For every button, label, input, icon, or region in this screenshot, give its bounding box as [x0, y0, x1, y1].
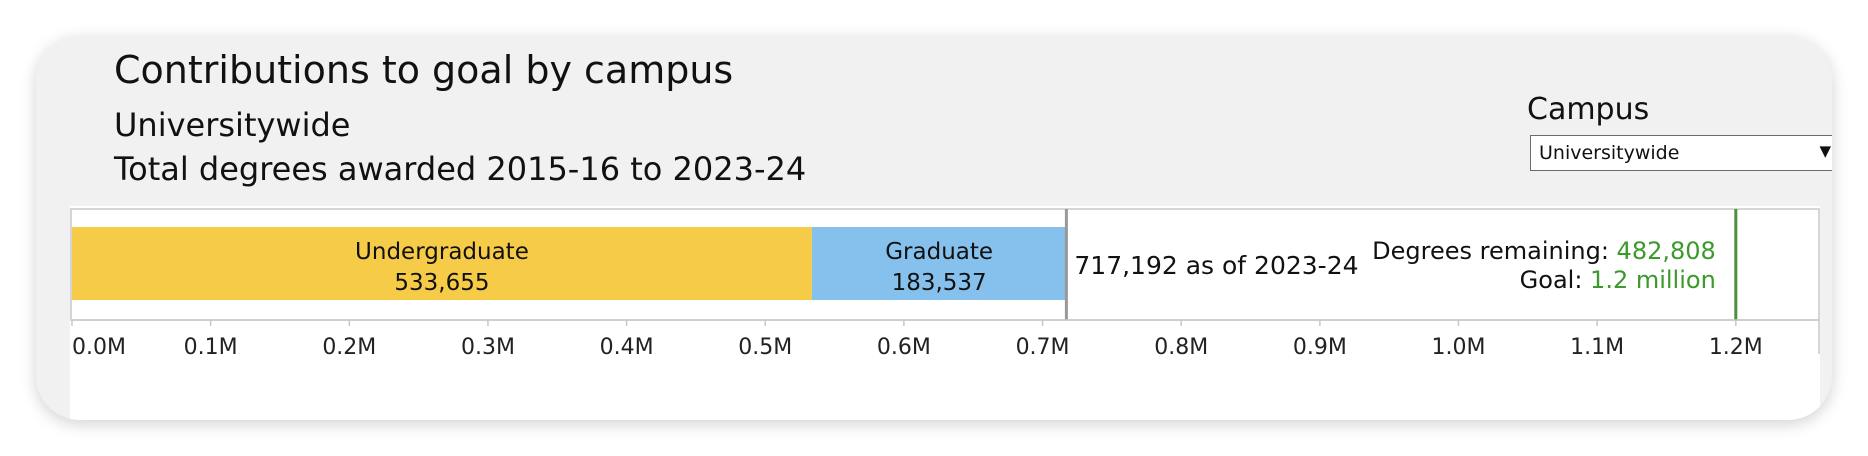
x-tick-label: 1.1M [1570, 335, 1624, 360]
x-tick-label: 0.4M [600, 335, 654, 360]
bar-value-graduate: 183,537 [892, 270, 987, 296]
bar-value-undergraduate: 533,655 [394, 270, 489, 296]
x-tick-label: 1.0M [1432, 335, 1486, 360]
campus-dropdown[interactable]: Universitywide ▼ [1530, 135, 1832, 171]
bar-label-undergraduate: Undergraduate [355, 239, 529, 265]
x-tick-label: 0.1M [184, 335, 238, 360]
x-tick-label: 1.2M [1709, 335, 1763, 360]
x-tick-label: 0.9M [1293, 335, 1347, 360]
total-label: 717,192 as of 2023-24 [1074, 251, 1358, 280]
x-tick-label: 0.6M [877, 335, 931, 360]
x-tick-label: 0.5M [738, 335, 792, 360]
dashboard-card: Contributions to goal by campus Universi… [36, 36, 1832, 420]
x-tick-label: 0.0M [72, 335, 126, 360]
bar-label-graduate: Graduate [885, 239, 993, 265]
x-tick-label: 0.7M [1016, 335, 1070, 360]
chart-area: Undergraduate 533,655 Graduate 183,537 717,1… [70, 206, 1820, 420]
x-tick-label: 0.8M [1154, 335, 1208, 360]
progress-chart: Undergraduate 533,655 Graduate 183,537 717,1… [70, 208, 1820, 360]
bar-graduate[interactable] [811, 227, 1067, 300]
bar-undergraduate[interactable] [72, 227, 812, 300]
remaining-annotation: Degrees remaining: 482,808 [1372, 237, 1716, 265]
x-tick-label: 0.3M [461, 335, 515, 360]
x-tick-label: 0.2M [322, 335, 376, 360]
header: Contributions to goal by campus Universi… [70, 36, 1832, 201]
goal-annotation: Goal: 1.2 million [1520, 266, 1716, 294]
campus-filter-label: Campus [1527, 92, 1650, 127]
campus-subtitle: Universitywide [114, 106, 351, 144]
page-title: Contributions to goal by campus [114, 48, 734, 92]
period-subtitle: Total degrees awarded 2015-16 to 2023-24 [114, 150, 807, 188]
campus-dropdown-value: Universitywide [1539, 142, 1680, 164]
chevron-down-icon[interactable]: ▼ [1819, 142, 1831, 160]
